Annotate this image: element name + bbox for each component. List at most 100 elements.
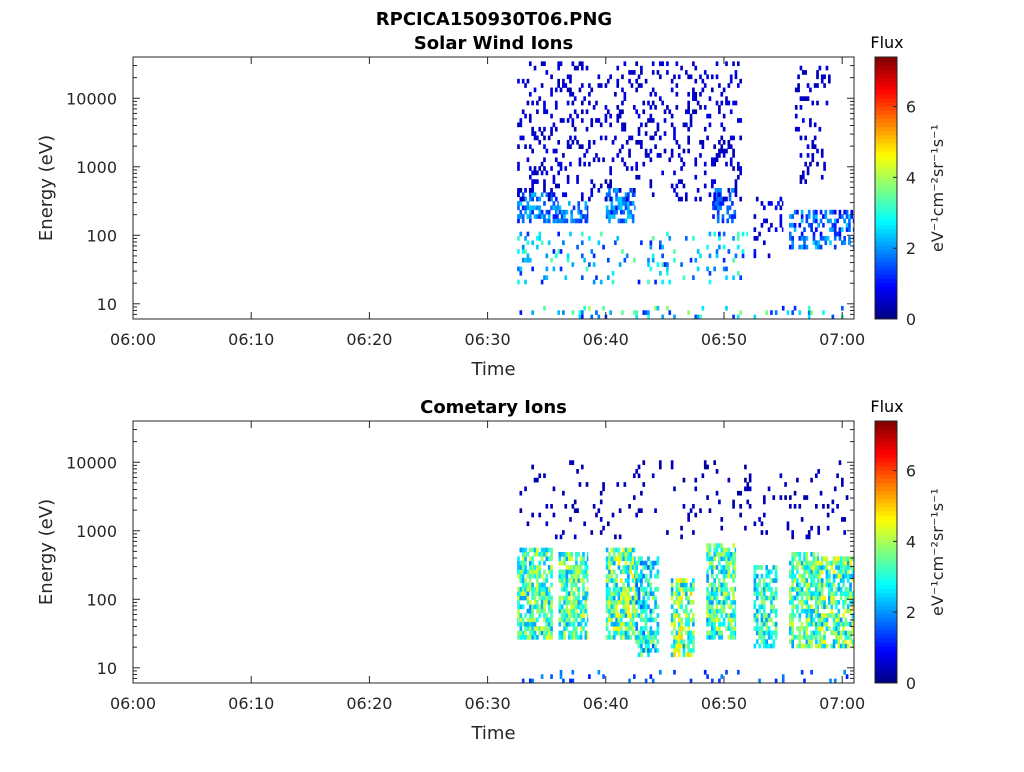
heatmap-cell <box>642 600 646 605</box>
heatmap-cell <box>746 231 748 237</box>
heatmap-cell <box>791 613 795 618</box>
heatmap-cell <box>722 595 726 601</box>
heatmap-cell <box>736 83 740 88</box>
heatmap-cell <box>637 556 641 562</box>
heatmap-cell <box>805 218 809 224</box>
heatmap-cell <box>649 266 653 272</box>
heatmap-cell <box>832 643 836 649</box>
heatmap-cell <box>720 674 724 679</box>
heatmap-cell <box>554 214 558 219</box>
colorbar-step <box>875 633 897 639</box>
heatmap-cell <box>815 626 818 631</box>
heatmap-cell <box>649 634 653 640</box>
heatmap-cell <box>573 126 577 132</box>
heatmap-cell <box>524 591 527 596</box>
heatmap-cell <box>588 305 591 311</box>
heatmap-cell <box>576 139 579 145</box>
heatmap-cell <box>521 630 525 636</box>
heatmap-cell <box>722 266 726 272</box>
heatmap-cell <box>528 634 532 640</box>
heatmap-cell <box>811 100 815 106</box>
heatmap-cell <box>640 586 643 592</box>
y-axis-label: Energy (eV) <box>36 499 57 605</box>
heatmap-cell <box>521 196 525 202</box>
heatmap-cell <box>817 600 819 605</box>
heatmap-cell <box>818 630 822 636</box>
heatmap-cell <box>533 573 537 579</box>
colorbar-tick-label: 2 <box>906 239 916 258</box>
heatmap-cell <box>694 157 698 163</box>
heatmap-cell <box>526 240 530 246</box>
heatmap-cell <box>617 565 621 570</box>
heatmap-cell <box>799 135 803 141</box>
heatmap-cell <box>640 83 643 88</box>
heatmap-cell <box>634 556 636 562</box>
heatmap-cell <box>565 556 569 562</box>
heatmap-cell <box>605 634 609 640</box>
heatmap-cell <box>524 565 527 570</box>
heatmap-cell <box>524 249 527 254</box>
heatmap-cell <box>805 591 809 596</box>
heatmap-cell <box>670 591 674 596</box>
heatmap-cell <box>842 630 845 636</box>
heatmap-cell <box>815 556 818 562</box>
heatmap-cell <box>586 634 589 640</box>
heatmap-cell <box>741 231 745 237</box>
heatmap-cell <box>536 196 539 202</box>
heatmap-cell <box>818 600 822 605</box>
heatmap-cell <box>554 126 558 132</box>
heatmap-cell <box>615 626 618 631</box>
heatmap-cell <box>570 218 573 224</box>
heatmap-cell <box>716 188 720 193</box>
heatmap-cell <box>616 236 620 241</box>
heatmap-cell <box>567 556 571 562</box>
heatmap-cell <box>805 604 809 610</box>
heatmap-cell <box>803 582 806 588</box>
heatmap-cell <box>528 144 532 149</box>
heatmap-cell <box>543 126 546 132</box>
x-tick-label: 06:40 <box>583 694 629 713</box>
heatmap-cell <box>796 578 799 583</box>
heatmap-cell <box>670 122 674 128</box>
heatmap-cell <box>677 586 681 592</box>
heatmap-cell <box>770 604 773 610</box>
heatmap-cell <box>629 552 633 557</box>
heatmap-cell <box>713 591 717 596</box>
heatmap-cell <box>837 608 841 614</box>
heatmap-cell <box>524 236 527 241</box>
heatmap-cell <box>736 118 740 123</box>
heatmap-cell <box>806 83 810 88</box>
heatmap-cell <box>526 595 530 601</box>
heatmap-cell <box>619 617 623 623</box>
heatmap-cell <box>823 634 826 640</box>
heatmap-cells <box>517 460 855 684</box>
heatmap-cell <box>545 547 549 553</box>
heatmap-cell <box>809 87 812 93</box>
colorbar-step <box>875 183 897 189</box>
heatmap-cell <box>557 78 560 84</box>
heatmap-cell <box>807 214 811 219</box>
heatmap-cell <box>618 262 622 267</box>
heatmap-cell <box>689 652 693 658</box>
heatmap-cell <box>715 613 719 618</box>
heatmap-cell <box>565 209 569 215</box>
heatmap-cell <box>582 595 585 601</box>
heatmap-cell <box>571 503 575 509</box>
heatmap-cell <box>519 135 523 141</box>
heatmap-cell <box>791 240 795 246</box>
heatmap-cell <box>798 244 802 250</box>
heatmap-cell <box>680 604 683 610</box>
heatmap-cell <box>640 604 643 610</box>
heatmap-cell <box>528 578 532 583</box>
colorbar-step <box>875 294 897 300</box>
heatmap-cell <box>727 569 731 575</box>
heatmap-cell <box>822 236 825 241</box>
heatmap-cell <box>807 604 811 610</box>
heatmap-cell <box>649 639 653 644</box>
heatmap-cell <box>687 517 690 522</box>
heatmap-cell <box>608 209 611 215</box>
heatmap-cell <box>779 495 783 500</box>
heatmap-cell <box>812 552 816 557</box>
heatmap-cell <box>725 305 728 311</box>
heatmap-cell <box>835 556 838 562</box>
